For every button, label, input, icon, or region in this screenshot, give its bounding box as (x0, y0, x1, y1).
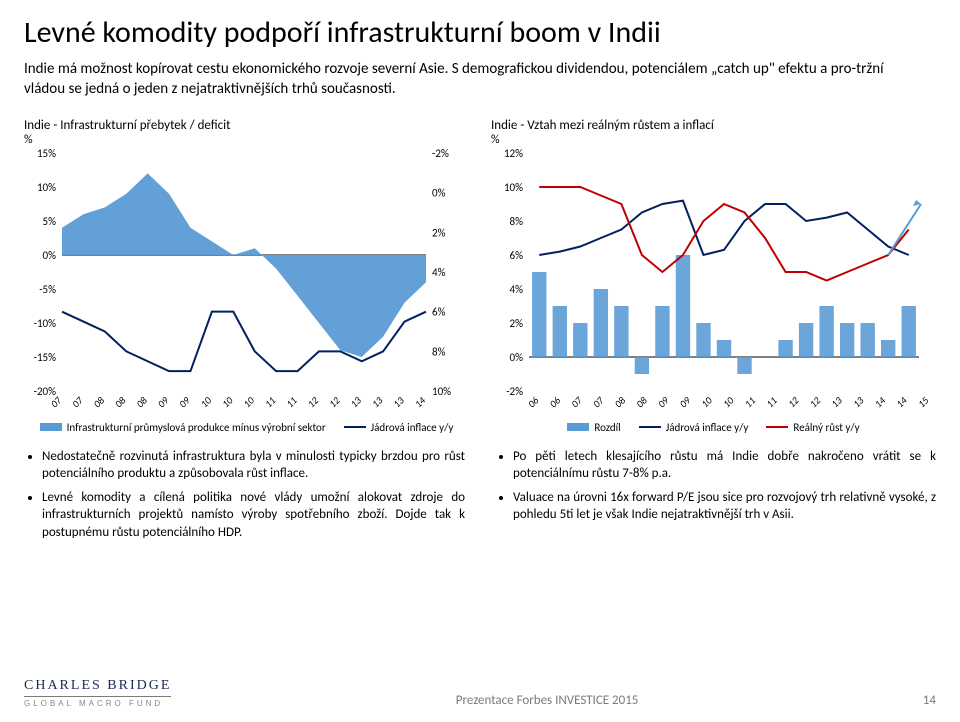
footer-page: 14 (923, 693, 936, 708)
svg-text:09: 09 (176, 393, 193, 410)
chart2-legend: Rozdíl Jádrová inflace y/y Reálný růst y/y (491, 421, 936, 434)
footer-presentation: Prezentace Forbes INVESTICE 2015 (456, 693, 639, 708)
svg-text:11: 11 (763, 393, 779, 409)
svg-text:-2%: -2% (432, 149, 449, 160)
svg-text:11: 11 (742, 393, 758, 409)
chart1-title-line2: % (24, 133, 469, 147)
svg-text:08: 08 (91, 393, 107, 409)
svg-text:-10%: -10% (34, 317, 57, 330)
svg-text:6%: 6% (432, 305, 446, 318)
svg-text:13: 13 (369, 393, 385, 409)
svg-text:11: 11 (262, 393, 278, 409)
svg-text:15%: 15% (37, 149, 56, 160)
svg-text:06: 06 (525, 393, 541, 409)
legend-item: Rozdíl (567, 421, 620, 434)
svg-text:08: 08 (133, 393, 149, 409)
svg-text:13: 13 (348, 393, 364, 409)
svg-text:12: 12 (807, 393, 823, 409)
page-title: Levné komodity podpoří infrastrukturní b… (24, 14, 936, 51)
chart2-title: Indie - Vztah mezi reálným růstem a infl… (491, 118, 936, 147)
bullets-row: Nedostatečně rozvinutá infrastruktura by… (24, 448, 936, 548)
svg-text:8%: 8% (510, 215, 524, 228)
bullet-item: Levné komodity a cílená politika nové vl… (42, 489, 465, 542)
svg-text:07: 07 (69, 393, 86, 410)
svg-text:10: 10 (698, 393, 715, 410)
chart1-title: Indie - Infrastrukturní přebytek / defic… (24, 118, 469, 147)
svg-text:10%: 10% (504, 181, 523, 194)
chart1-svg: 15%10%5%0%-5%-10%-15%-20%-2%0%2%4%6%8%10… (24, 149, 464, 419)
svg-text:09: 09 (655, 393, 672, 410)
bullets-left: Nedostatečně rozvinutá infrastruktura by… (24, 448, 465, 548)
svg-text:10: 10 (198, 393, 215, 410)
svg-text:2%: 2% (432, 226, 446, 239)
svg-text:12: 12 (785, 393, 801, 409)
svg-text:4%: 4% (432, 266, 446, 279)
svg-text:13: 13 (828, 393, 844, 409)
svg-text:07: 07 (568, 393, 585, 410)
chart1-legend: Infrastrukturní průmyslová produkce mínu… (24, 421, 469, 434)
svg-text:8%: 8% (432, 345, 446, 358)
chart2-svg: 12%10%8%6%4%2%0%-2%060607070808090910101… (491, 149, 931, 419)
svg-text:4%: 4% (510, 283, 524, 296)
svg-text:12%: 12% (504, 149, 523, 160)
svg-text:11: 11 (283, 393, 299, 409)
svg-text:12: 12 (305, 393, 321, 409)
slide: Levné komodity podpoří infrastrukturní b… (0, 0, 960, 722)
logo-tag: GLOBAL MACRO FUND (24, 699, 171, 708)
chart1-title-line1: Indie - Infrastrukturní přebytek / defic… (24, 118, 230, 133)
svg-text:09: 09 (677, 393, 694, 410)
bullet-item: Nedostatečně rozvinutá infrastruktura by… (42, 448, 465, 483)
bullet-item: Valuace na úrovni 16x forward P/E jsou s… (513, 489, 936, 524)
svg-text:-15%: -15% (34, 351, 57, 364)
svg-text:06: 06 (547, 393, 563, 409)
bullet-item: Po pěti letech klesajícího růstu má Indi… (513, 448, 936, 483)
svg-text:10: 10 (720, 393, 737, 410)
bullets-right: Po pěti letech klesajícího růstu má Indi… (495, 448, 936, 548)
svg-text:10%: 10% (432, 385, 451, 398)
svg-text:15: 15 (915, 393, 931, 409)
svg-text:08: 08 (112, 393, 128, 409)
svg-text:10: 10 (240, 393, 257, 410)
charts-row: Indie - Infrastrukturní přebytek / defic… (24, 118, 936, 434)
legend-item: Jádrová inflace y/y (639, 421, 749, 434)
svg-text:-2%: -2% (506, 385, 523, 398)
svg-text:0%: 0% (510, 351, 524, 364)
chart-left: Indie - Infrastrukturní přebytek / defic… (24, 118, 469, 434)
legend-item: Reálný růst y/y (766, 421, 859, 434)
logo: CHARLES BRIDGE GLOBAL MACRO FUND (24, 678, 171, 708)
svg-text:08: 08 (612, 393, 628, 409)
svg-text:6%: 6% (510, 249, 524, 262)
svg-text:2%: 2% (510, 317, 524, 330)
svg-text:5%: 5% (43, 215, 57, 228)
footer: CHARLES BRIDGE GLOBAL MACRO FUND Prezent… (24, 678, 936, 708)
subtitle: Indie má možnost kopírovat cestu ekonomi… (24, 59, 924, 100)
svg-text:14: 14 (893, 393, 910, 410)
legend-item: Infrastrukturní průmyslová produkce mínu… (40, 421, 326, 434)
svg-text:07: 07 (590, 393, 607, 410)
svg-text:-5%: -5% (39, 283, 56, 296)
logo-name: CHARLES BRIDGE (24, 678, 171, 697)
chart2-title-line2: % (491, 133, 936, 147)
svg-text:09: 09 (155, 393, 172, 410)
svg-text:0%: 0% (43, 249, 57, 262)
svg-text:13: 13 (390, 393, 406, 409)
svg-text:14: 14 (872, 393, 889, 410)
svg-text:10: 10 (219, 393, 236, 410)
svg-text:13: 13 (850, 393, 866, 409)
legend-item: Jádrová inflace y/y (344, 421, 454, 434)
svg-text:10%: 10% (37, 181, 56, 194)
svg-text:08: 08 (633, 393, 649, 409)
chart-right: Indie - Vztah mezi reálným růstem a infl… (491, 118, 936, 434)
svg-text:0%: 0% (432, 186, 446, 199)
chart2-title-line1: Indie - Vztah mezi reálným růstem a infl… (491, 118, 714, 133)
svg-text:12: 12 (326, 393, 342, 409)
svg-text:14: 14 (412, 393, 429, 410)
